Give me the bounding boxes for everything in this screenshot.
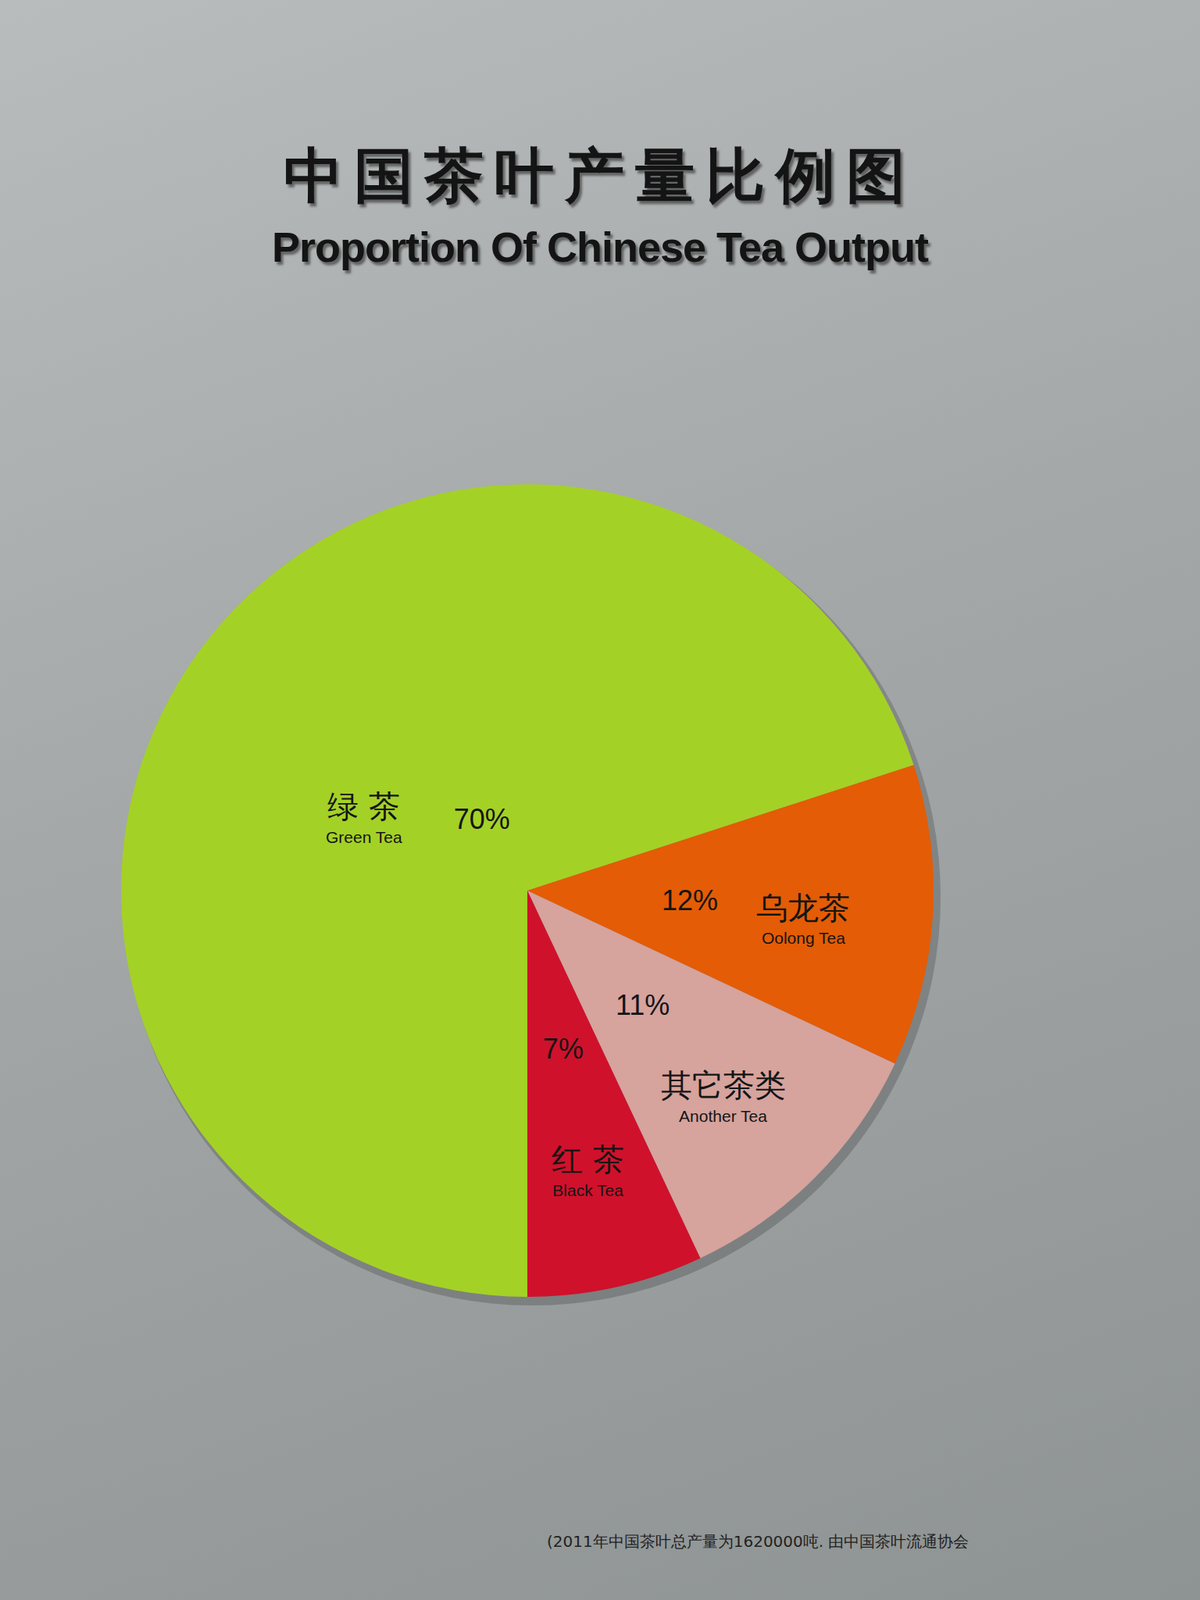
svg-text:Another Tea: Another Tea	[678, 1107, 768, 1125]
svg-text:Green Tea: Green Tea	[325, 828, 403, 847]
html-text:中国茶叶产量比例图: 中国茶叶产量比例图	[283, 140, 917, 211]
svg-text:红 茶: 红 茶	[551, 1141, 625, 1178]
svg-text:乌龙茶: 乌龙茶	[756, 889, 850, 926]
svg-text:Oolong Tea: Oolong Tea	[761, 928, 846, 947]
svg-text:Black Tea: Black Tea	[552, 1181, 624, 1200]
svg-text:7%: 7%	[542, 1032, 584, 1065]
svg-text:11%: 11%	[615, 989, 670, 1022]
svg-text:70%: 70%	[453, 803, 511, 836]
svg-text:绿 茶: 绿 茶	[327, 788, 400, 825]
html-text:(2011年中国茶叶总产量为1620000吨. 由中国茶叶流: (2011年中国茶叶总产量为1620000吨. 由中国茶叶流通协会	[546, 1532, 970, 1551]
svg-text:12%: 12%	[661, 884, 718, 917]
html-text:Proportion Of Chinese Tea Outp: Proportion Of Chinese Tea Output	[271, 223, 929, 271]
svg-text:其它茶类: 其它茶类	[660, 1067, 786, 1104]
